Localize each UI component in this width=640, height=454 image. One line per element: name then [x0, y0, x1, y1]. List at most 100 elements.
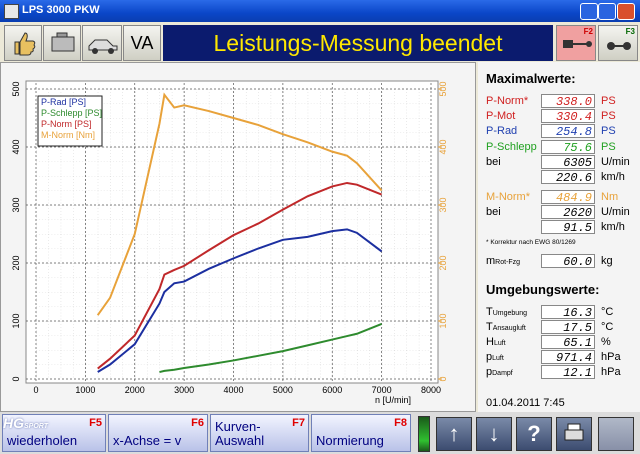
- help-button[interactable]: ?: [516, 417, 552, 451]
- minimize-button[interactable]: [580, 3, 598, 20]
- function-label-box: x-Achse = v: [113, 434, 181, 448]
- function-label: Normierung: [316, 433, 384, 448]
- row-value: 2620: [541, 205, 595, 220]
- env-unit: °C: [601, 321, 614, 333]
- row-unit: km/h: [601, 171, 625, 183]
- env-unit: %: [601, 336, 611, 348]
- row-unit: Nm: [601, 191, 619, 203]
- row-value: 6305: [541, 155, 595, 170]
- maximize-button[interactable]: [598, 3, 616, 20]
- function-label: wiederholen: [7, 433, 78, 448]
- env-value: 16.3: [541, 305, 595, 320]
- x-tick-label: 1000: [75, 385, 95, 395]
- y2-tick-label: 400: [438, 139, 448, 154]
- f3-button[interactable]: F3: [598, 25, 638, 61]
- env-sub: Luft: [493, 340, 506, 347]
- ok-button[interactable]: [4, 25, 42, 61]
- row-value: 338.0: [541, 94, 595, 109]
- y-tick-label: 400: [11, 139, 21, 154]
- up-button[interactable]: ↑: [436, 417, 472, 451]
- function-key: F5: [89, 417, 102, 429]
- legend-entry: P-Norm [PS]: [41, 119, 92, 129]
- x-tick-label: 6000: [322, 385, 342, 395]
- logo-sub: SPORT: [24, 423, 48, 430]
- function-button[interactable]: F6 x-Achse = v: [108, 414, 208, 452]
- function-label-box: Kurven- Auswahl: [215, 420, 264, 448]
- function-button[interactable]: F5 wiederholen: [2, 414, 106, 452]
- env-label: TUmgebung: [486, 306, 527, 318]
- status-banner: Leistungs-Messung beendet: [163, 25, 553, 61]
- env-value: 971.4: [541, 350, 595, 365]
- legend-entry: P-Rad [PS]: [41, 97, 86, 107]
- row-label: P-Schlepp: [486, 141, 537, 153]
- x-tick-label: 4000: [223, 385, 243, 395]
- function-label-box: wiederholen: [7, 434, 77, 448]
- f3-key: F3: [625, 27, 635, 36]
- y2-tick-label: 200: [438, 255, 448, 270]
- down-button[interactable]: ↓: [476, 417, 512, 451]
- y2-tick-label: 100: [438, 313, 448, 328]
- mass-value: 60.0: [541, 254, 595, 269]
- f2-key: F2: [583, 27, 593, 36]
- function-key: F8: [394, 417, 407, 429]
- row-value: 484.9: [541, 190, 595, 205]
- max-title: Maximalwerte:: [486, 71, 576, 86]
- chart-panel: 0 1000 2000 3000 4000 5000 6000 7000 8000 0 100 200…: [0, 62, 476, 412]
- function-bar: F5 wiederholen F6 x-Achse = v F7 Kurven- Auswa…: [0, 412, 640, 454]
- x-tick-label: 3000: [174, 385, 194, 395]
- engine-button[interactable]: [43, 25, 81, 61]
- series-line: [159, 322, 382, 374]
- function-key: F6: [191, 417, 204, 429]
- series-line: [96, 92, 383, 316]
- print-button[interactable]: [556, 417, 592, 451]
- env-value: 12.1: [541, 365, 595, 380]
- env-symbol: H: [486, 336, 494, 348]
- results-panel: Maximalwerte: P-Norm* 338.0 PS P-Mot 330.4 PS…: [478, 62, 640, 412]
- env-symbol: p: [486, 366, 493, 378]
- chart: 0 1000 2000 3000 4000 5000 6000 7000 80000100200…: [11, 80, 448, 405]
- function-button[interactable]: F7 Kurven- Auswahl: [210, 414, 309, 452]
- row-value: 254.8: [541, 124, 595, 139]
- env-symbol: T: [486, 321, 493, 333]
- env-sub: Umgebung: [492, 310, 527, 317]
- env-label: pLuft: [486, 351, 504, 363]
- env-sub: Ansaugluft: [492, 325, 526, 332]
- row-value: 330.4: [541, 109, 595, 124]
- indicator: [418, 416, 430, 452]
- row-label: P-Norm*: [486, 95, 529, 107]
- app-icon: [4, 4, 19, 19]
- env-unit: °C: [601, 306, 614, 318]
- row-unit: PS: [601, 95, 616, 107]
- x-tick-label: 5000: [273, 385, 293, 395]
- logo-main: HG: [3, 415, 24, 431]
- f2-button[interactable]: F2: [556, 25, 596, 61]
- row-value: 220.6: [541, 170, 595, 185]
- logo: HGSPORT: [3, 415, 48, 431]
- y-tick-label: 200: [11, 255, 21, 270]
- legend-box: [37, 95, 103, 147]
- row-value: 75.6: [541, 140, 595, 155]
- y2-tick-label: 500: [438, 81, 448, 96]
- y-tick-label: 500: [11, 81, 21, 96]
- env-label: TAnsaugluft: [486, 321, 526, 333]
- y-tick-label: 100: [11, 313, 21, 328]
- va-button[interactable]: VA: [123, 25, 161, 61]
- function-button[interactable]: F8 Normierung: [311, 414, 411, 452]
- env-title: Umgebungswerte:: [486, 282, 600, 297]
- env-label: HLuft: [486, 336, 506, 348]
- row-label: M-Norm*: [486, 191, 530, 203]
- row-unit: km/h: [601, 221, 625, 233]
- x-axis-label: n [U/min]: [375, 395, 411, 405]
- row-label: P-Mot: [486, 110, 516, 122]
- env-sub: Dampf: [492, 370, 513, 377]
- close-button[interactable]: [617, 3, 635, 20]
- vehicle-button[interactable]: [82, 25, 122, 61]
- row-unit: U/min: [601, 206, 630, 218]
- function-label: Auswahl: [215, 433, 265, 448]
- row-unit: PS: [601, 125, 616, 137]
- series-line: [97, 181, 382, 370]
- env-unit: hPa: [601, 351, 621, 363]
- function-label-box: Normierung: [316, 434, 384, 448]
- env-sub: Luft: [492, 355, 504, 362]
